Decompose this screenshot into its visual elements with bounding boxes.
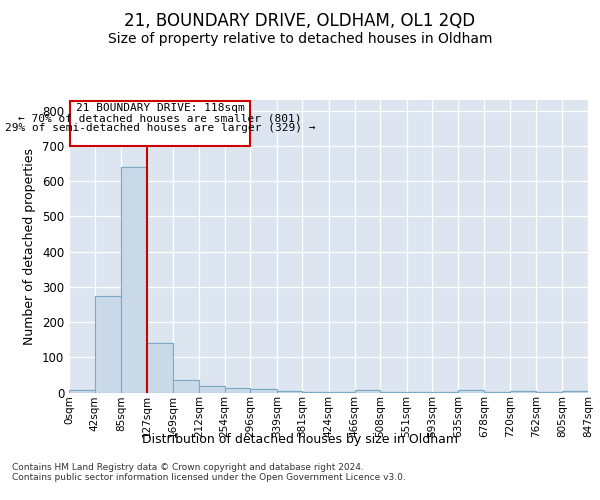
Bar [95, 296, 121, 392]
Bar [95, 296, 121, 392]
Bar [510, 390, 536, 392]
Text: Contains HM Land Registry data © Crown copyright and database right 2024.
Contai: Contains HM Land Registry data © Crown c… [12, 462, 406, 482]
Bar [250, 389, 277, 392]
Bar [199, 386, 224, 392]
Text: ← 70% of detached houses are smaller (801): ← 70% of detached houses are smaller (80… [18, 114, 302, 124]
Text: Distribution of detached houses by size in Oldham: Distribution of detached houses by size … [142, 432, 458, 446]
Text: Size of property relative to detached houses in Oldham: Size of property relative to detached ho… [108, 32, 492, 46]
Bar [510, 390, 536, 392]
Bar [355, 390, 380, 392]
Bar [224, 388, 250, 392]
Bar [173, 380, 199, 392]
Bar [69, 390, 95, 392]
Text: 29% of semi-detached houses are larger (329) →: 29% of semi-detached houses are larger (… [5, 123, 315, 133]
Text: 21, BOUNDARY DRIVE, OLDHAM, OL1 2QD: 21, BOUNDARY DRIVE, OLDHAM, OL1 2QD [124, 12, 476, 30]
Bar [355, 390, 380, 392]
Text: 21 BOUNDARY DRIVE: 118sqm: 21 BOUNDARY DRIVE: 118sqm [76, 104, 244, 114]
Bar [69, 390, 95, 392]
Bar [121, 167, 147, 392]
Bar [224, 388, 250, 392]
Bar [199, 386, 224, 392]
Bar [173, 380, 199, 392]
Bar [121, 167, 147, 392]
Bar [458, 390, 484, 392]
Bar [458, 390, 484, 392]
Bar [250, 389, 277, 392]
Bar [147, 343, 173, 392]
Bar [147, 343, 173, 392]
FancyBboxPatch shape [70, 100, 250, 146]
Y-axis label: Number of detached properties: Number of detached properties [23, 148, 37, 345]
